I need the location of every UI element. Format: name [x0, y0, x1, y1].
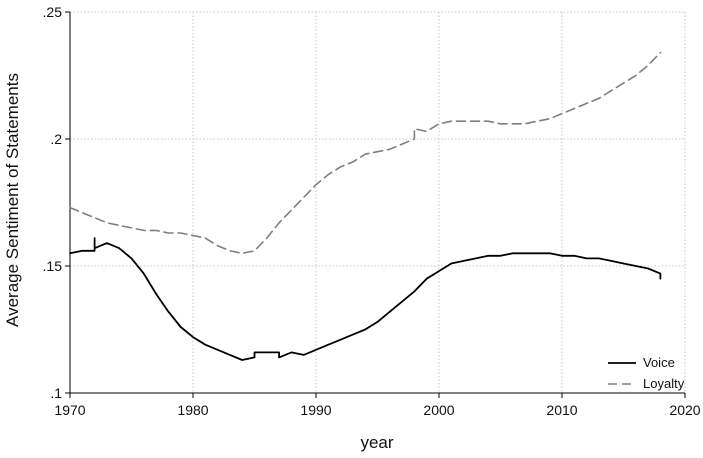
legend-label-voice: Voice: [643, 355, 675, 370]
x-tick-label: 1970: [54, 402, 85, 418]
grid-layer: [69, 11, 686, 394]
y-axis-title: Average Sentiment of Statements: [3, 73, 22, 327]
x-axis-title: year: [360, 433, 393, 452]
x-tick-label: 1990: [300, 402, 331, 418]
series-line-loyalty: [69, 51, 662, 255]
series-line-voice: [69, 237, 662, 361]
y-tick-label: .25: [43, 4, 63, 20]
y-tick-label: .2: [50, 131, 62, 147]
y-tick-label: .1: [50, 385, 62, 401]
x-tick-label: 2020: [669, 402, 700, 418]
legend-label-loyalty: Loyalty: [643, 376, 685, 391]
tick-layer: .1 .15 .2 .25 1970 1980 1990 2000 2010 2020: [43, 4, 701, 418]
x-tick-label: 2000: [423, 402, 454, 418]
legend: Voice Loyalty: [608, 355, 685, 391]
axes: [69, 12, 685, 394]
x-tick-label: 1980: [177, 402, 208, 418]
x-tick-label: 2010: [546, 402, 577, 418]
y-tick-label: .15: [43, 258, 63, 274]
series-layer: [69, 51, 662, 361]
